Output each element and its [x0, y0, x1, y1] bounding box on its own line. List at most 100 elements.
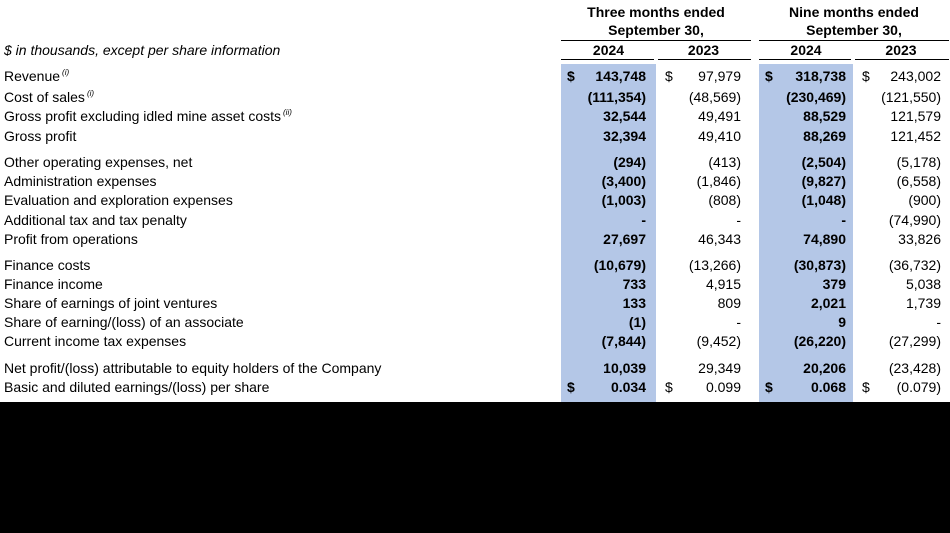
cell-ytd-2024: 88,269: [803, 128, 846, 144]
cell-ytd-2024: 9: [838, 314, 846, 330]
cell-ytd-2023: (0.079): [896, 379, 941, 395]
header-underline-nine-months: [759, 40, 949, 41]
year-underline-ytd-2024: [759, 59, 851, 60]
cell-q3-2023: -: [736, 212, 741, 228]
cell-q3-2023: -: [736, 314, 741, 330]
year-header-q3-2024: 2024: [592, 42, 625, 58]
row-label-text: Finance income: [4, 276, 103, 292]
currency-symbol: $: [765, 68, 773, 84]
footnote-marker: (i): [62, 68, 70, 77]
cell-ytd-2023: 33,826: [898, 231, 941, 247]
cell-q3-2023: 49,491: [698, 108, 741, 124]
row-label-text: Net profit/(loss) attributable to equity…: [4, 360, 382, 376]
cell-q3-2023: 809: [717, 295, 741, 311]
cell-ytd-2023: (23,428): [888, 360, 941, 376]
currency-symbol: $: [567, 379, 575, 395]
cell-q3-2023: 97,979: [698, 68, 741, 84]
cell-q3-2023: (13,266): [688, 257, 741, 273]
highlight-ytd-2024-column: [759, 64, 853, 402]
row-label: Basic and diluted earnings/(loss) per sh…: [4, 379, 269, 396]
row-label: Current income tax expenses: [4, 333, 186, 350]
cell-ytd-2023: (121,550): [881, 89, 941, 105]
cell-ytd-2024: 318,738: [795, 68, 846, 84]
cell-q3-2024: 143,748: [595, 68, 646, 84]
cell-q3-2024: (1): [628, 314, 646, 330]
cell-q3-2024: (294): [613, 154, 646, 170]
year-underline-q3-2023: [658, 59, 751, 60]
cell-ytd-2024: (30,873): [793, 257, 846, 273]
currency-symbol: $: [862, 379, 870, 395]
cell-q3-2024: 32,394: [603, 128, 646, 144]
currency-symbol: $: [862, 68, 870, 84]
cell-ytd-2023: -: [936, 314, 941, 330]
cell-q3-2023: (808): [708, 192, 741, 208]
row-label: Cost of sales (i): [4, 89, 94, 106]
cell-ytd-2024: (26,220): [793, 333, 846, 349]
cell-q3-2024: 32,544: [603, 108, 646, 124]
row-label: Evaluation and exploration expenses: [4, 192, 233, 209]
row-label-text: Gross profit: [4, 128, 77, 144]
cell-q3-2024: (10,679): [593, 257, 646, 273]
cell-ytd-2023: (5,178): [896, 154, 941, 170]
cell-ytd-2023: 1,739: [905, 295, 941, 311]
highlight-q3-2024-column: [561, 64, 656, 402]
row-label: Gross profit: [4, 128, 76, 145]
row-label-text: Current income tax expenses: [4, 333, 187, 349]
currency-symbol: $: [665, 379, 673, 395]
cell-ytd-2023: 121,452: [890, 128, 941, 144]
currency-symbol: $: [665, 68, 673, 84]
cell-ytd-2024: 20,206: [803, 360, 846, 376]
cell-ytd-2023: (36,732): [888, 257, 941, 273]
cell-q3-2023: (413): [708, 154, 741, 170]
row-label-text: Profit from operations: [4, 231, 138, 247]
cell-q3-2023: (9,452): [696, 333, 741, 349]
cell-ytd-2024: (230,469): [786, 89, 846, 105]
row-label-text: Other operating expenses, net: [4, 154, 193, 170]
cell-q3-2024: 733: [622, 276, 646, 292]
cell-q3-2023: 46,343: [698, 231, 741, 247]
footnote-marker: (ii): [283, 108, 292, 117]
three-months-header-line1: Three months ended: [587, 4, 725, 20]
cell-ytd-2024: (2,504): [801, 154, 846, 170]
currency-symbol: $: [765, 379, 773, 395]
cell-ytd-2023: 243,002: [890, 68, 941, 84]
cell-ytd-2024: 88,529: [803, 108, 846, 124]
unit-note: $ in thousands, except per share informa…: [4, 42, 281, 58]
cell-q3-2023: 0.099: [705, 379, 741, 395]
row-label-text: Revenue: [4, 68, 61, 84]
row-label-text: Basic and diluted earnings/(loss) per sh…: [4, 379, 270, 395]
cell-ytd-2024: 74,890: [803, 231, 846, 247]
row-label-text: Finance costs: [4, 257, 91, 273]
cell-q3-2024: 27,697: [603, 231, 646, 247]
row-label: Revenue (i): [4, 68, 69, 85]
cell-q3-2023: (48,569): [688, 89, 741, 105]
cell-q3-2024: (111,354): [587, 89, 646, 105]
row-label-text: Share of earnings of joint ventures: [4, 295, 218, 311]
cell-q3-2024: (1,003): [601, 192, 646, 208]
header-underline-three-months: [561, 40, 751, 41]
cell-q3-2024: 133: [622, 295, 646, 311]
row-label: Share of earnings of joint ventures: [4, 295, 217, 312]
row-label: Finance costs: [4, 257, 90, 274]
cell-ytd-2023: (27,299): [888, 333, 941, 349]
nine-months-header-line2: September 30,: [806, 22, 902, 38]
row-label: Gross profit excluding idled mine asset …: [4, 108, 292, 125]
cell-ytd-2023: (74,990): [888, 212, 941, 228]
row-label-text: Gross profit excluding idled mine asset …: [4, 108, 282, 124]
row-label: Administration expenses: [4, 173, 157, 190]
nine-months-header-line1: Nine months ended: [789, 4, 919, 20]
cell-ytd-2024: 379: [822, 276, 846, 292]
cell-q3-2023: 29,349: [698, 360, 741, 376]
cell-q3-2024: 0.034: [610, 379, 646, 395]
row-label: Net profit/(loss) attributable to equity…: [4, 360, 381, 377]
year-underline-ytd-2023: [855, 59, 949, 60]
cell-q3-2023: 4,915: [705, 276, 741, 292]
cell-ytd-2024: (1,048): [801, 192, 846, 208]
row-label-text: Additional tax and tax penalty: [4, 212, 187, 228]
year-underline-q3-2024: [561, 59, 654, 60]
cell-q3-2023: 49,410: [698, 128, 741, 144]
year-header-ytd-2023: 2023: [885, 42, 917, 58]
cell-ytd-2024: 0.068: [810, 379, 846, 395]
cell-ytd-2023: (6,558): [896, 173, 941, 189]
footnote-marker: (i): [86, 89, 95, 98]
